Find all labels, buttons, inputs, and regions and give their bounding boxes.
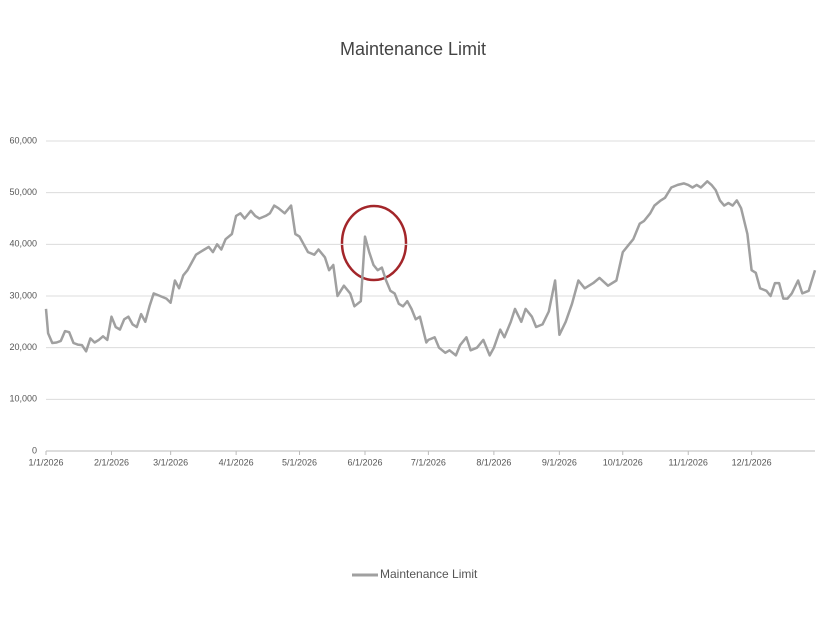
x-tick-label: 3/1/2026	[153, 457, 188, 467]
y-tick-label: 40,000	[9, 239, 37, 249]
y-tick-label: 30,000	[9, 290, 37, 300]
series-line	[44, 180, 817, 357]
y-tick-label: 10,000	[9, 394, 37, 404]
y-tick-label: 50,000	[9, 187, 37, 197]
x-tick-label: 6/1/2026	[347, 457, 382, 467]
x-tick-label: 2/1/2026	[94, 457, 129, 467]
chart-title: Maintenance Limit	[340, 39, 486, 59]
x-tick-label: 7/1/2026	[411, 457, 446, 467]
y-tick-label: 60,000	[9, 135, 37, 145]
x-tick-label: 1/1/2026	[28, 457, 63, 467]
x-tick-label: 5/1/2026	[282, 457, 317, 467]
y-tick-label: 0	[32, 445, 37, 455]
x-tick-label: 4/1/2026	[219, 457, 254, 467]
x-tick-label: 11/1/2026	[669, 457, 708, 467]
legend-label: Maintenance Limit	[380, 567, 478, 581]
x-tick-label: 10/1/2026	[603, 457, 643, 467]
x-tick-label: 8/1/2026	[476, 457, 511, 467]
x-tick-label: 9/1/2026	[542, 457, 577, 467]
y-tick-label: 20,000	[9, 342, 37, 352]
x-tick-label: 12/1/2026	[732, 457, 772, 467]
highlight-circle	[340, 204, 408, 282]
